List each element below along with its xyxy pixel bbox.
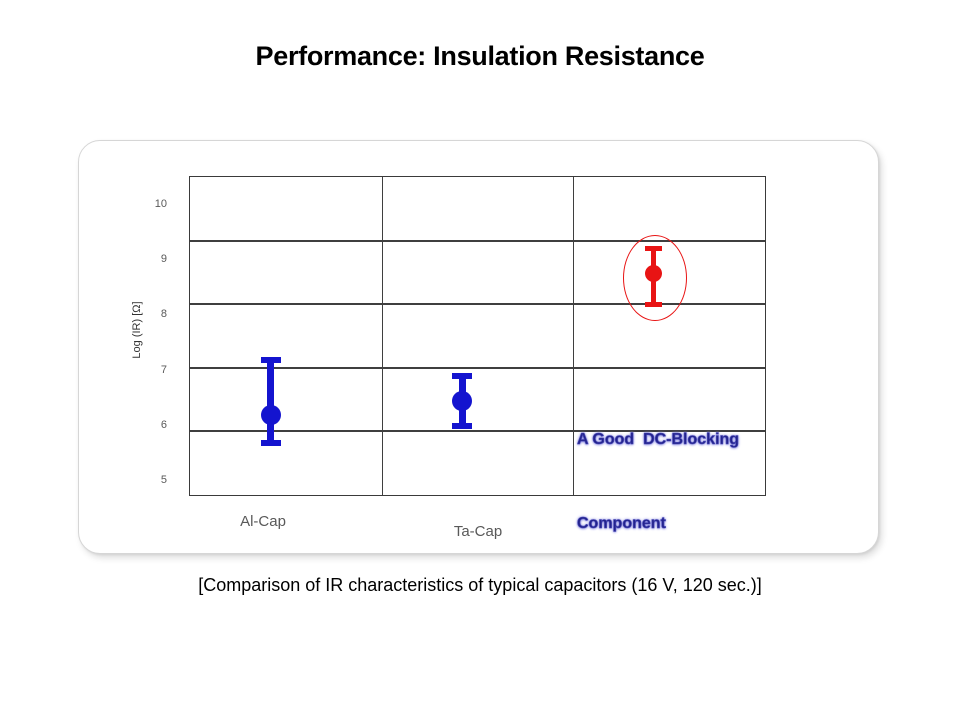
- annotation-line-1: A Good DC-Blocking: [577, 431, 740, 449]
- highlight-ellipse: [622, 234, 687, 321]
- error-bar-cap-top: [452, 373, 473, 380]
- error-bar-cap-bottom: [452, 422, 473, 429]
- gridline-horizontal: [190, 430, 765, 433]
- x-axis-label-ta-cap: Ta-Cap: [453, 523, 503, 540]
- chart-card: 10 9 8 7 6 5 Log (IR) [Ω] A Good DC-Blocking …: [78, 140, 879, 554]
- gridline-horizontal: [190, 366, 765, 369]
- y-tick-label: 7: [160, 363, 167, 376]
- annotation-text: A Good DC-Blocking Component: [577, 370, 740, 594]
- x-axis-label-al-cap: Al-Cap: [240, 513, 286, 530]
- annotation-line-2: Component: [577, 515, 666, 533]
- plot-area: A Good DC-Blocking Component: [189, 176, 766, 532]
- error-bar-line: [267, 359, 274, 443]
- data-point-marker: [452, 391, 473, 411]
- gridline-vertical: [381, 177, 383, 495]
- chart-caption: [Comparison of IR characteristics of typ…: [198, 575, 762, 595]
- data-point-marker: [260, 404, 281, 425]
- y-axis-title: Log (IR) [Ω]: [131, 301, 143, 359]
- y-tick-label: 10: [154, 197, 167, 210]
- gridline-vertical: [573, 177, 575, 495]
- y-tick-label: 9: [160, 253, 167, 265]
- y-tick-label: 6: [160, 418, 167, 431]
- data-points-layer: [190, 177, 765, 495]
- y-axis: 10 9 8 7 6 5: [79, 176, 167, 494]
- y-tick-label: 5: [160, 474, 167, 487]
- y-tick-label: 8: [160, 308, 167, 321]
- gridline-horizontal: [190, 239, 765, 242]
- slide-title: Performance: Insulation Resistance: [255, 41, 705, 71]
- error-bar-cap-bottom: [260, 439, 281, 446]
- error-bar-cap-top: [260, 356, 281, 363]
- gridline-horizontal: [190, 303, 765, 306]
